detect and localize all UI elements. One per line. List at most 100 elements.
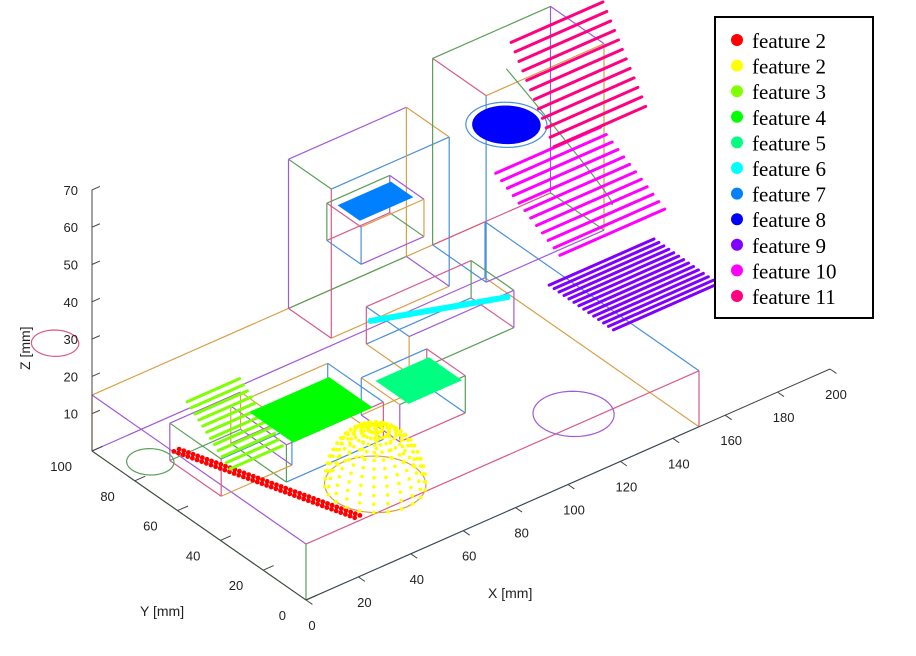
feature-mark-2	[387, 448, 392, 453]
feature-mark-2	[400, 434, 405, 438]
feature-mark-2	[409, 485, 413, 490]
legend-marker	[731, 85, 743, 98]
feature-mark-2	[349, 436, 354, 441]
feature-mark-1	[204, 456, 210, 462]
feature-mark-1	[305, 498, 311, 504]
y-tick-label: 60	[143, 519, 157, 534]
feature-mark-2	[374, 439, 379, 444]
hole-rim-back	[30, 329, 80, 357]
z-tick-mark	[91, 223, 101, 228]
x-tick-label: 40	[410, 572, 424, 587]
feature-mark-2	[362, 433, 366, 438]
feature-mark-9	[582, 261, 691, 311]
feature-mark-9	[592, 268, 700, 318]
feature-mark-1	[231, 471, 237, 476]
legend-marker	[731, 59, 743, 72]
legend-marker	[731, 238, 743, 251]
feature-mark-1	[241, 470, 247, 476]
feature-mark-2	[340, 466, 344, 471]
feature-mark-1	[269, 480, 275, 486]
feature-mark-1	[199, 455, 205, 460]
feature-mark-6	[367, 294, 511, 324]
feature-mark-2	[327, 469, 332, 473]
z-tick-mark	[91, 260, 101, 265]
feature-mark-1	[292, 493, 297, 499]
y-tick-label: 0	[279, 608, 286, 623]
legend-label: feature 5	[752, 131, 826, 155]
x-tick-mark	[777, 391, 785, 397]
feature-mark-2	[412, 457, 416, 462]
x-tick-label: 100	[563, 503, 585, 518]
feature-mark-2	[384, 441, 388, 446]
z-tick-mark	[91, 372, 101, 377]
feature-mark-1	[311, 495, 316, 501]
feature-mark-3	[193, 389, 249, 416]
feature-mark-2	[397, 432, 402, 437]
x-tick-label: 60	[462, 549, 476, 564]
feature-mark-2	[335, 483, 340, 487]
y-tick-mark	[220, 535, 232, 541]
feature-mark-1	[246, 472, 252, 477]
legend-marker	[731, 290, 743, 302]
feature-mark-1	[199, 459, 205, 465]
feature-mark-2	[349, 471, 353, 476]
feature-mark-1	[209, 458, 214, 464]
feature-mark-1	[319, 503, 325, 509]
feature-mark-2	[343, 458, 348, 463]
legend-label: feature 8	[752, 208, 826, 232]
feature-mark-9	[597, 271, 705, 322]
feature-mark-1	[190, 455, 195, 461]
hole-rim-right	[532, 390, 615, 438]
feature-mark-1	[301, 492, 307, 498]
feature-mark-2	[361, 441, 366, 445]
feature-mark-2	[381, 422, 386, 426]
feature-mark-1	[352, 511, 358, 517]
feature-mark-1	[245, 476, 251, 482]
feature-mark-2	[322, 485, 327, 489]
feature-mark-2	[372, 443, 377, 447]
feature-mark-1	[325, 501, 330, 506]
feature-mark-2	[325, 469, 329, 473]
x-tick-mark	[567, 484, 575, 490]
legend-label: feature 3	[752, 80, 826, 104]
legend-marker	[731, 213, 743, 226]
feature-mark-2	[423, 488, 427, 492]
z-tick-label: 20	[64, 369, 78, 384]
feature-mark-2	[371, 493, 376, 498]
feature-mark-2	[374, 454, 379, 458]
feature-mark-1	[315, 501, 320, 507]
x-tick-label: 180	[773, 410, 795, 425]
feature-mark-11	[533, 57, 628, 101]
feature-mark-2	[340, 441, 344, 446]
z-tick-label: 30	[64, 332, 78, 347]
feature-mark-1	[287, 487, 293, 493]
feature-mark-2	[345, 488, 350, 493]
feature-mark-1	[287, 491, 293, 497]
z-tick-label: 60	[64, 220, 78, 235]
feature-mark-2	[327, 461, 332, 466]
feature-mark-4	[249, 376, 373, 443]
feature-mark-10	[540, 185, 649, 235]
y-tick-mark	[177, 505, 189, 512]
feature-mark-1	[347, 513, 353, 519]
feature-mark-11	[552, 104, 648, 149]
feature-mark-11	[529, 47, 624, 92]
feature-mark-1	[260, 477, 265, 483]
feature-mark-2	[357, 423, 362, 428]
feature-mark-1	[329, 502, 335, 508]
feature-mark-1	[190, 451, 196, 457]
feature-mark-2	[348, 428, 353, 432]
feature-mark-2	[330, 468, 335, 473]
feature-mark-1	[236, 472, 242, 478]
feature-mark-1	[310, 500, 316, 505]
feature-mark-2	[364, 449, 369, 454]
x-tick-label: 140	[668, 456, 690, 471]
feature-mark-2	[338, 453, 342, 458]
z-tick-label: 40	[64, 295, 78, 310]
feature-mark-2	[363, 457, 367, 462]
feature-mark-1	[208, 462, 214, 468]
feature-mark-2	[352, 432, 357, 437]
feature-mark-2	[392, 427, 397, 431]
feature-mark-9	[557, 244, 666, 294]
